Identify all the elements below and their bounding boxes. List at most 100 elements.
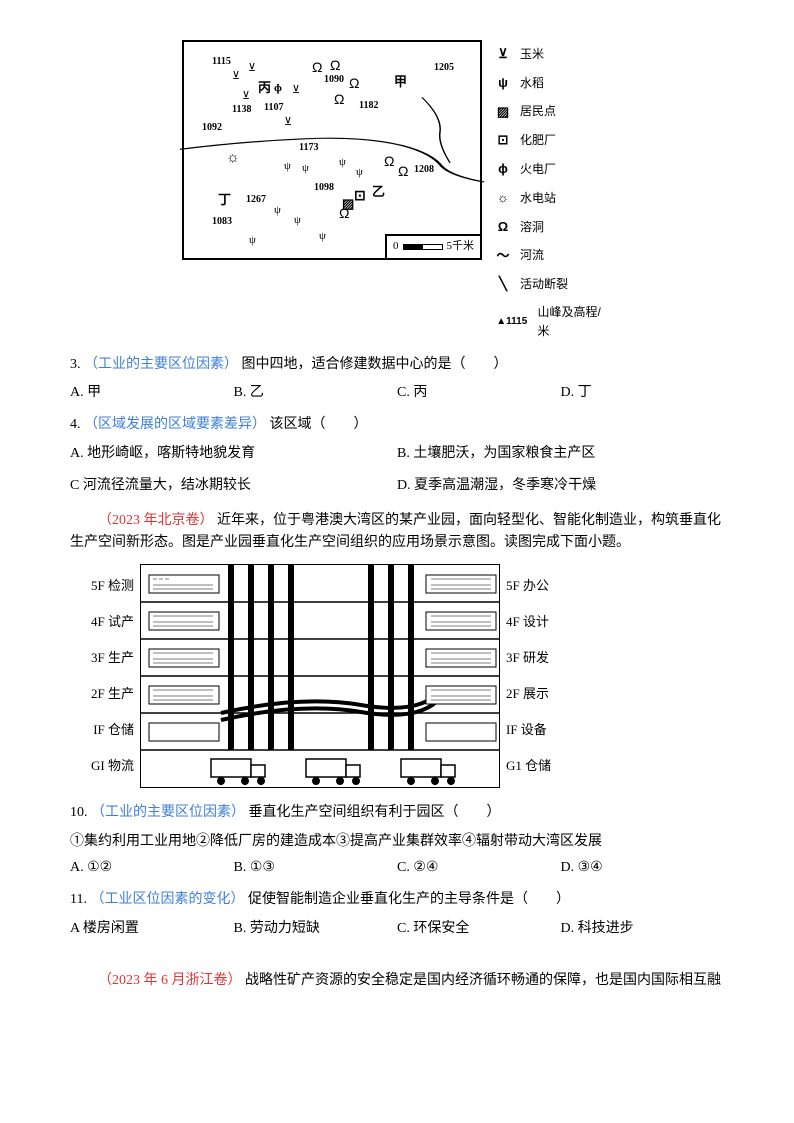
corn-icon: ⊻ [284, 114, 292, 132]
q3-opt-c: C. 丙 [397, 382, 561, 404]
rice-icon: ψ [319, 228, 326, 246]
legend-rice: ψ水稻 [492, 73, 612, 94]
q3-opt-b: B. 乙 [234, 382, 398, 404]
q10-opt-c: C. ②④ [397, 857, 561, 879]
q4-topic: （区域发展的区域要素差异） [84, 417, 266, 432]
rice-icon: ψ [356, 164, 363, 182]
fertilizer-icon: ⊡ [492, 130, 514, 151]
legend-sinkhole: Ω溶洞 [492, 217, 612, 238]
peak-1098: 1098 [314, 180, 334, 196]
peak-1267: 1267 [246, 192, 266, 208]
q4-num: 4. [70, 417, 81, 432]
peak-1115: 1115 [212, 54, 231, 70]
q10-opt-a: A. ①② [70, 857, 234, 879]
floor-3f-right: 3F 研发 [506, 640, 549, 676]
loc-jia: 甲 [394, 72, 407, 93]
legend-peak: ▲1115山峰及高程/米 [492, 303, 612, 341]
legend-settlement: ▨居民点 [492, 102, 612, 123]
q10-opt-b: B. ①③ [234, 857, 398, 879]
sinkhole-icon: Ω [384, 150, 394, 172]
legend-corn: ⊻玉米 [492, 44, 612, 65]
floor-g1-left: GI 物流 [91, 748, 134, 784]
q11-opt-d: D. 科技进步 [561, 918, 725, 940]
q10-options: A. ①② B. ①③ C. ②④ D. ③④ [70, 857, 724, 879]
q11-opt-a: A 楼房闲置 [70, 918, 234, 940]
q3-topic: （工业的主要区位因素） [84, 357, 238, 372]
rice-icon: ψ [492, 73, 514, 94]
q4-opt-a: A. 地形崎岖，喀斯特地貌发育 [70, 443, 397, 465]
q11-stem: 11. （工业区位因素的变化） 促使智能制造企业垂直化生产的主导条件是（ ） [70, 889, 724, 911]
loc-yi: 乙 [372, 182, 385, 203]
floor-1f-right: IF 设备 [506, 712, 547, 748]
floor-2f-right: 2F 展示 [506, 676, 549, 712]
rice-icon: ψ [274, 202, 281, 220]
peak-1107: 1107 [264, 100, 283, 116]
map-legend: ⊻玉米 ψ水稻 ▨居民点 ⊡化肥厂 ɸ火电厂 ☼水电站 Ω溶洞 〜河流 ╲活动断… [492, 40, 612, 342]
q3-num: 3. [70, 357, 81, 372]
building-figure: 5F 检测 4F 试产 3F 生产 2F 生产 IF 仓储 GI 物流 [70, 564, 724, 788]
passage-zhejiang: （2023 年 6 月浙江卷） 战略性矿产资源的安全稳定是国内经济循环畅通的保障… [70, 970, 724, 992]
q3-opt-d: D. 丁 [561, 382, 725, 404]
q3-stem: 3. （工业的主要区位因素） 图中四地，适合修建数据中心的是（ ） [70, 354, 724, 376]
rice-icon: ψ [284, 158, 291, 176]
rice-icon: ψ [249, 232, 256, 250]
q4-text: 该区域（ ） [270, 417, 368, 432]
q4-stem: 4. （区域发展的区域要素差异） 该区域（ ） [70, 414, 724, 436]
rice-icon: ψ [294, 212, 301, 230]
peak-1205: 1205 [434, 60, 454, 76]
scale-zero: 0 [393, 238, 399, 256]
source-beijing: （2023 年北京卷） [98, 513, 214, 528]
floor-2f-left: 2F 生产 [91, 676, 134, 712]
legend-fault: ╲活动断裂 [492, 274, 612, 295]
power-icon: ɸ [492, 159, 514, 180]
building-left-labels: 5F 检测 4F 试产 3F 生产 2F 生产 IF 仓储 GI 物流 [70, 564, 140, 788]
corn-icon: ⊻ [248, 60, 256, 78]
fault-icon: ╲ [492, 274, 514, 295]
q3-opt-a: A. 甲 [70, 382, 234, 404]
q4-options-row2: C 河流径流量大，结冰期较长 D. 夏季高温潮湿，冬季寒冷干燥 [70, 475, 724, 497]
scale-text: 5千米 [447, 238, 475, 256]
floor-5f-right: 5F 办公 [506, 568, 549, 604]
building-diagram [140, 564, 500, 788]
corn-icon: ⊻ [242, 88, 250, 106]
peak-1208: 1208 [414, 162, 434, 178]
q10-stem: 10. （工业的主要区位因素） 垂直化生产空间组织有利于园区（ ） [70, 802, 724, 824]
corn-icon: ⊻ [292, 82, 300, 100]
q4-options-row1: A. 地形崎岖，喀斯特地貌发育 B. 土壤肥沃，为国家粮食主产区 [70, 443, 724, 465]
river-icon: 〜 [492, 246, 514, 267]
floor-4f-left: 4F 试产 [91, 604, 134, 640]
map-figure: 1115 1090 1205 1138 1107 1182 1092 1173 … [70, 40, 724, 342]
q4-opt-c: C 河流径流量大，结冰期较长 [70, 475, 397, 497]
q3-options: A. 甲 B. 乙 C. 丙 D. 丁 [70, 382, 724, 404]
q4-opt-d: D. 夏季高温潮湿，冬季寒冷干燥 [397, 475, 724, 497]
floor-4f-right: 4F 设计 [506, 604, 549, 640]
map-box: 1115 1090 1205 1138 1107 1182 1092 1173 … [182, 40, 482, 260]
rice-icon: ψ [339, 154, 346, 172]
sinkhole-icon: Ω [349, 72, 359, 94]
q4-opt-b: B. 土壤肥沃，为国家粮食主产区 [397, 443, 724, 465]
sinkhole-icon: Ω [312, 56, 322, 78]
legend-fertilizer: ⊡化肥厂 [492, 130, 612, 151]
legend-hydro: ☼水电站 [492, 188, 612, 209]
q10-num: 10. [70, 805, 88, 820]
fertilizer-icon: ⊡ [354, 186, 366, 208]
floor-g1-right: G1 仓储 [506, 748, 551, 784]
sinkhole-icon: Ω [492, 217, 514, 238]
q10-topic: （工业的主要区位因素） [91, 805, 245, 820]
q11-text: 促使智能制造企业垂直化生产的主导条件是（ ） [248, 892, 570, 907]
floor-5f-left: 5F 检测 [91, 568, 134, 604]
passage-beijing: （2023 年北京卷） 近年来，位于粤港澳大湾区的某产业园，面向轻型化、智能化制… [70, 510, 724, 555]
peak-1092: 1092 [202, 120, 222, 136]
q10-opt-d: D. ③④ [561, 857, 725, 879]
loc-bing: 丙 [258, 78, 271, 99]
rice-icon: ψ [302, 160, 309, 178]
q11-num: 11. [70, 892, 87, 907]
floor-3f-left: 3F 生产 [91, 640, 134, 676]
corn-icon: ⊻ [232, 68, 240, 86]
building-container: 5F 检测 4F 试产 3F 生产 2F 生产 IF 仓储 GI 物流 [70, 564, 570, 788]
hydro-icon: ☼ [492, 188, 514, 209]
legend-river: 〜河流 [492, 246, 612, 267]
settlement-icon: ▨ [342, 194, 354, 215]
source-zhejiang: （2023 年 6 月浙江卷） [98, 973, 242, 988]
hydro-icon: ☼ [226, 146, 240, 170]
